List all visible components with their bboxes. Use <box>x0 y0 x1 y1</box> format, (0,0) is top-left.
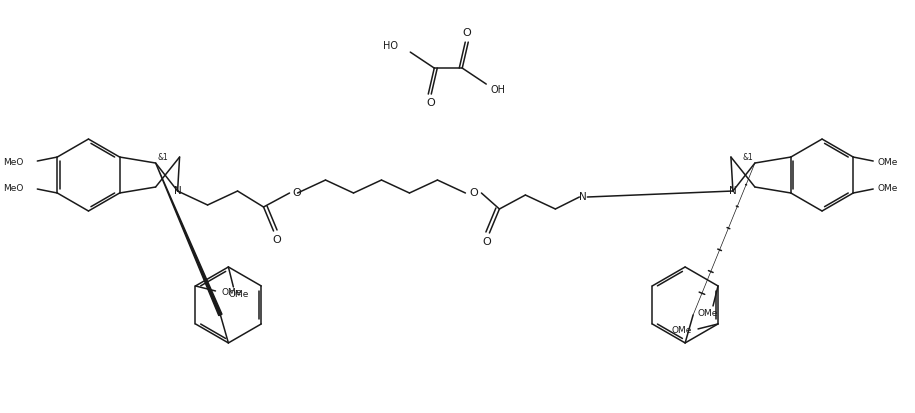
Text: OMe: OMe <box>672 326 693 335</box>
Text: OMe: OMe <box>228 290 249 299</box>
Text: O: O <box>469 188 478 198</box>
Text: OMe: OMe <box>221 288 242 297</box>
Text: O: O <box>272 235 281 245</box>
Text: MeO: MeO <box>3 157 23 166</box>
Text: HO: HO <box>383 41 398 51</box>
Polygon shape <box>156 163 222 316</box>
Text: &1: &1 <box>157 152 168 161</box>
Text: O: O <box>425 98 435 108</box>
Text: OMe: OMe <box>698 309 718 318</box>
Text: O: O <box>482 237 490 247</box>
Text: OH: OH <box>490 85 506 95</box>
Text: O: O <box>292 188 301 198</box>
Text: &1: &1 <box>743 152 753 161</box>
Text: N: N <box>579 192 587 202</box>
Text: N: N <box>174 186 181 196</box>
Text: O: O <box>462 28 470 38</box>
Text: OMe: OMe <box>877 183 898 192</box>
Text: N: N <box>729 186 737 196</box>
Text: OMe: OMe <box>877 157 898 166</box>
Text: MeO: MeO <box>3 183 23 192</box>
